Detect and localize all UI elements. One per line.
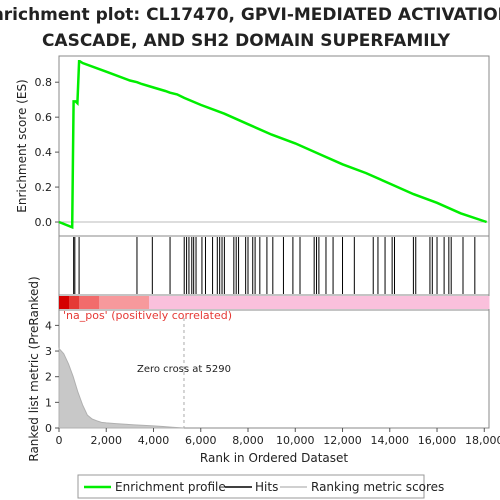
colorbar-segment	[309, 296, 320, 309]
ranking-metric-area	[58, 347, 185, 429]
colorbar-segment	[359, 296, 370, 309]
colorbar-segment	[439, 296, 450, 309]
colorbar-segment	[119, 296, 130, 309]
legend: Enrichment profile Hits Ranking metric s…	[77, 474, 444, 499]
es-series-line	[58, 59, 487, 230]
es-panel-frame	[58, 55, 490, 237]
metric-y-tick-label: 0	[45, 422, 52, 435]
colorbar-segment	[149, 296, 160, 309]
colorbar-segment	[129, 296, 140, 309]
legend-label-metric: Ranking metric scores	[311, 480, 444, 494]
colorbar-segment	[259, 296, 270, 309]
colorbar-segment	[59, 296, 70, 309]
es-y-tick-label: 0.4	[35, 146, 53, 159]
colorbar-segment	[169, 296, 180, 309]
colorbar-segment	[299, 296, 310, 309]
metric-y-axis: 0 1 2 3 4	[45, 319, 59, 435]
chart-title-line-2: CASCADE, AND SH2 DOMAIN SUPERFAMILY	[42, 31, 451, 51]
colorbar-segment	[289, 296, 300, 309]
colorbar-segment	[349, 296, 360, 309]
colorbar-segment	[399, 296, 410, 309]
metric-y-axis-title: Ranked list metric (PreRanked)	[27, 276, 41, 461]
colorbar-segment	[229, 296, 240, 309]
colorbar-segment	[99, 296, 110, 309]
colorbar-segment	[449, 296, 460, 309]
colorbar-segment	[369, 296, 380, 309]
x-tick-label: 18,000	[465, 434, 500, 447]
colorbar-segment	[479, 296, 490, 309]
x-tick-label: 16,000	[418, 434, 457, 447]
colorbar-segment	[79, 296, 90, 309]
colorbar-segment	[459, 296, 470, 309]
colorbar-segment	[379, 296, 390, 309]
x-tick-label: 8,000	[232, 434, 264, 447]
x-axis: 0 2,000 4,000 6,000 8,000 10,000 12,000 14,000 1…	[56, 428, 500, 447]
es-y-axis-title: Enrichment score (ES)	[15, 79, 29, 212]
colorbar-segment	[279, 296, 290, 309]
x-tick-label: 2,000	[91, 434, 123, 447]
es-y-tick-label: 0.2	[35, 181, 53, 194]
positive-correlation-label: 'na_pos' (positively correlated)	[63, 309, 232, 322]
es-y-axis: 0.0 0.2 0.4 0.6 0.8	[35, 76, 59, 229]
x-axis-title: Rank in Ordered Dataset	[200, 451, 348, 465]
colorbar-segment	[469, 296, 480, 309]
x-tick-label: 12,000	[323, 434, 362, 447]
colorbar-segment	[89, 296, 100, 309]
rank-colorbar	[59, 296, 490, 309]
chart-title-line-1: Enrichment plot: CL17470, GPVI-MEDIATED …	[0, 5, 500, 25]
colorbar-segment	[239, 296, 250, 309]
colorbar-segment	[419, 296, 430, 309]
colorbar-segment	[189, 296, 200, 309]
metric-y-tick-label: 3	[45, 345, 52, 358]
colorbar-segment	[429, 296, 440, 309]
es-y-tick-label: 0.8	[35, 76, 53, 89]
legend-label-enrichment: Enrichment profile	[115, 480, 226, 494]
x-tick-label: 6,000	[185, 434, 217, 447]
es-y-tick-label: 0.6	[35, 111, 53, 124]
x-tick-label: 4,000	[138, 434, 170, 447]
colorbar-segment	[319, 296, 330, 309]
colorbar-segment	[69, 296, 80, 309]
x-tick-label: 0	[56, 434, 63, 447]
metric-y-tick-label: 1	[45, 396, 52, 409]
colorbar-segment	[249, 296, 260, 309]
metric-y-tick-label: 2	[45, 371, 52, 384]
zero-cross-label: Zero cross at 5290	[137, 364, 231, 375]
colorbar-segment	[209, 296, 220, 309]
colorbar-segment	[199, 296, 210, 309]
hits-panel-frame	[58, 235, 490, 296]
colorbar-segment	[409, 296, 420, 309]
legend-label-hits: Hits	[255, 480, 278, 494]
metric-y-tick-label: 4	[45, 319, 52, 332]
colorbar-segment	[219, 296, 230, 309]
es-y-tick-label: 0.0	[35, 216, 53, 229]
x-tick-label: 14,000	[371, 434, 410, 447]
metric-panel-frame	[58, 309, 490, 429]
x-tick-label: 10,000	[276, 434, 315, 447]
colorbar-segment	[159, 296, 170, 309]
hits-marks	[73, 237, 476, 294]
colorbar-segment	[179, 296, 190, 309]
colorbar-segment	[139, 296, 150, 309]
colorbar-segment	[339, 296, 350, 309]
colorbar-segment	[269, 296, 280, 309]
colorbar-segment	[329, 296, 340, 309]
colorbar-segment	[389, 296, 400, 309]
colorbar-segment	[109, 296, 120, 309]
